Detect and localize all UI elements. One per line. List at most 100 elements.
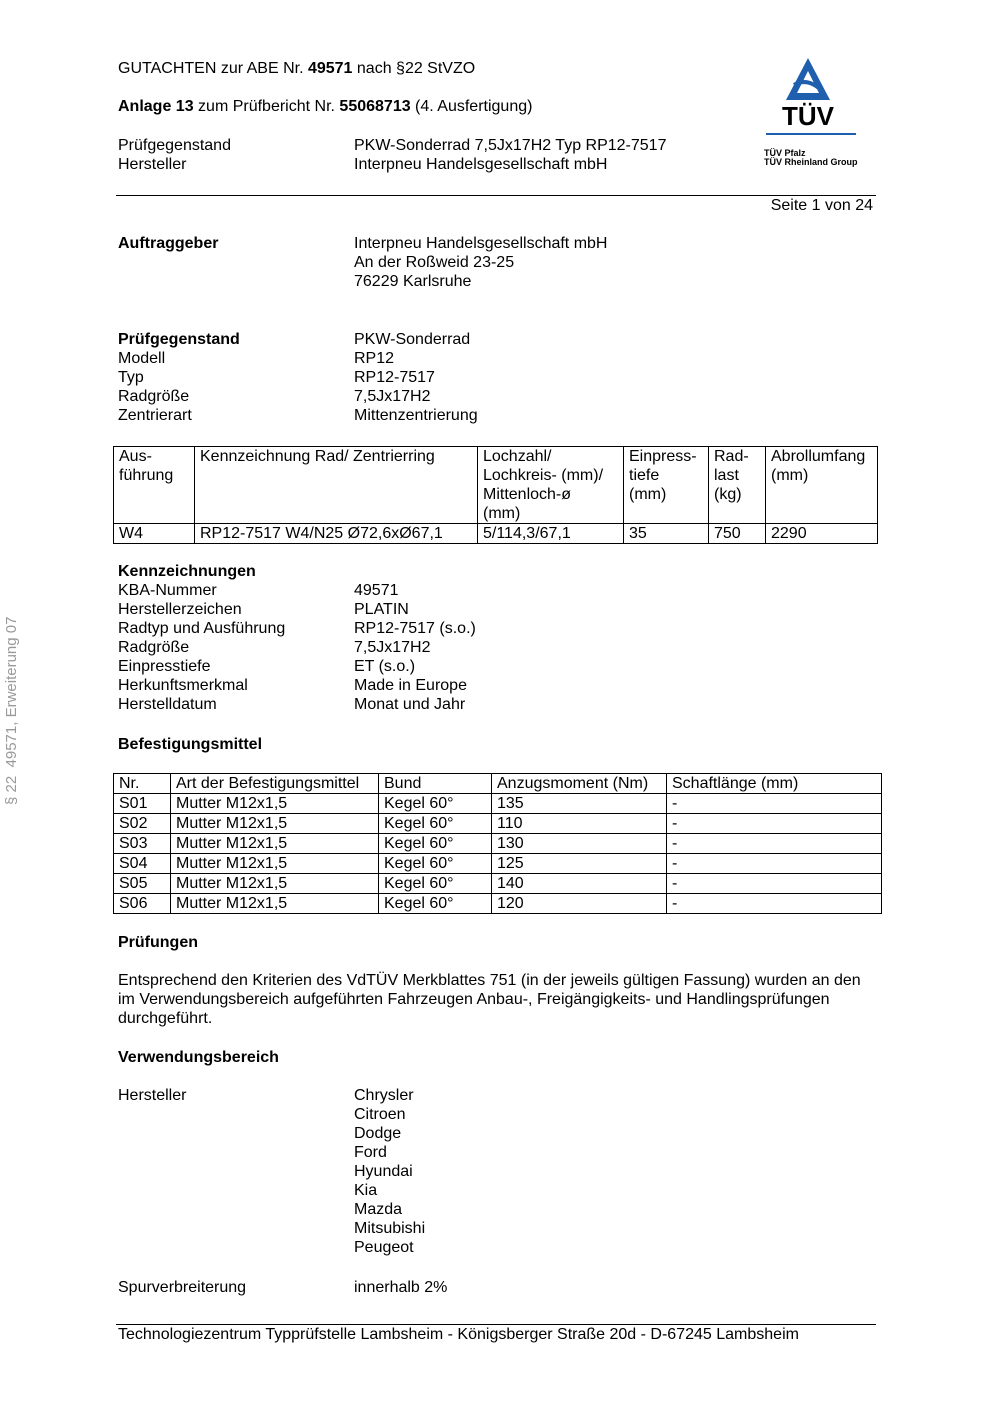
table-cell: S02 — [113, 813, 171, 834]
table-cell: 750 — [708, 523, 766, 544]
column-header: Abrollumfang (mm) — [765, 446, 878, 524]
report-subtitle: Anlage 13 zum Prüfbericht Nr. 55068713 (… — [118, 97, 532, 116]
column-header: Bund — [378, 773, 492, 794]
pruefungen-text: Entsprechend den Kriterien des VdTÜV Mer… — [118, 972, 861, 1027]
manufacturer-list: Chrysler Citroen Dodge Ford Hyundai Kia Mazda M… — [354, 1086, 425, 1257]
list-item: KBA-Nummer 49571 — [118, 581, 476, 600]
list-item: Einpresstiefe ET (s.o.) — [118, 657, 476, 676]
section-heading: Prüfungen — [118, 934, 198, 951]
table-cell: 130 — [491, 833, 667, 854]
manufacturer-item: Kia — [354, 1182, 378, 1199]
column-header: Rad- last (kg) — [708, 446, 766, 524]
section-heading: Verwendungsbereich — [118, 1049, 279, 1066]
table-cell: Mutter M12x1,5 — [170, 793, 379, 814]
column-header: Einpress- tiefe (mm) — [623, 446, 709, 524]
logo-rule — [766, 133, 856, 135]
table-cell: 140 — [491, 873, 667, 894]
subtitle-text: zum Prüfbericht Nr. — [193, 98, 340, 115]
table-cell: Kegel 60° — [378, 833, 492, 854]
column-header: Anzugsmoment (Nm) — [491, 773, 667, 794]
fastener-table: Nr. Art der Befestigungsmittel Bund Anzu… — [113, 773, 882, 914]
anlage-label: Anlage 13 — [118, 98, 194, 115]
field-label: Radtyp und Ausführung — [118, 620, 286, 637]
manufacturer-item: Peugeot — [354, 1239, 414, 1256]
table-row: S01 Mutter M12x1,5 Kegel 60° 135- — [113, 793, 882, 814]
manufacturer-item: Chrysler — [354, 1087, 414, 1104]
field-label: Typ — [118, 369, 144, 386]
side-note: § 22 49571, Erweiterung 07 — [3, 616, 20, 805]
auftraggeber-section: Auftraggeber Interpneu Handelsgesellschaf… — [118, 234, 607, 291]
field-label: KBA-Nummer — [118, 582, 217, 599]
table-cell: Mutter M12x1,5 — [170, 893, 379, 914]
field-label: Herkunftsmerkmal — [118, 677, 248, 694]
table-row: S04 Mutter M12x1,5 Kegel 60° 125- — [113, 853, 882, 874]
field-value: 7,5Jx17H2 — [354, 388, 431, 405]
manufacturer-item: Hyundai — [354, 1163, 413, 1180]
table-cell: Kegel 60° — [378, 873, 492, 894]
table-cell: Mutter M12x1,5 — [170, 853, 379, 874]
field-value: RP12 — [354, 350, 395, 367]
table-cell: RP12-7517 W4/N25 Ø72,6xØ67,1 — [194, 523, 478, 544]
subtitle-text: (4. Ausfertigung) — [410, 98, 533, 115]
list-item: Herstelldatum Monat und Jahr — [118, 695, 476, 714]
title-text: nach §22 StVZO — [352, 60, 476, 77]
field-label: Modell — [118, 350, 166, 367]
column-header: Art der Befestigungsmittel — [170, 773, 379, 794]
field-label: Spurverbreiterung — [118, 1279, 247, 1296]
table-cell: 120 — [491, 893, 667, 914]
table-cell: 125 — [491, 853, 667, 874]
section-label: Auftraggeber — [118, 235, 219, 252]
client-line: Interpneu Handelsgesellschaft mbH — [354, 235, 608, 252]
table-cell: Kegel 60° — [378, 853, 492, 874]
column-header: Schaftlänge (mm) — [666, 773, 882, 794]
table-cell: - — [666, 853, 882, 874]
field-label: Einpresstiefe — [118, 658, 211, 675]
table-cell: W4 — [113, 523, 195, 544]
column-header: Nr. — [113, 773, 171, 794]
field-value: PKW-Sonderrad — [354, 331, 471, 348]
abe-number: 49571 — [307, 60, 353, 77]
field-label: Prüfgegenstand — [118, 331, 240, 348]
field-label: Radgröße — [118, 639, 190, 656]
column-header: Lochzahl/ Lochkreis- (mm)/ Mittenloch-ø … — [477, 446, 624, 524]
field-value: RP12-7517 — [354, 369, 435, 386]
section-heading: Befestigungsmittel — [118, 736, 263, 753]
table-cell: - — [666, 793, 882, 814]
table-header-row: Aus- führung Kennzeichnung Rad/ Zentrier… — [113, 446, 878, 524]
footer-address: Technologiezentrum Typprüfstelle Lambshe… — [118, 1326, 799, 1343]
column-header: Kennzeichnung Rad/ Zentrierring — [194, 446, 478, 524]
field-label: Hersteller — [118, 1087, 187, 1104]
tuv-triangle-icon: TÜV — [782, 58, 835, 131]
field-value: PLATIN — [354, 601, 409, 618]
field-value: PKW-Sonderrad 7,5Jx17H2 Typ RP12-7517 — [354, 137, 667, 154]
pruefgegenstand-section: Prüfgegenstand PKW-Sonderrad Modell RP12 T… — [118, 330, 478, 425]
field-value: ET (s.o.) — [354, 658, 416, 675]
section-heading: Kennzeichnungen — [118, 563, 256, 580]
table-row: W4 RP12-7517 W4/N25 Ø72,6xØ67,1 5/114,3/… — [113, 523, 878, 544]
field-label: Hersteller — [118, 156, 187, 173]
client-line: 76229 Karlsruhe — [354, 273, 472, 290]
report-number: 55068713 — [339, 98, 411, 115]
kennzeichnungen-list: KBA-Nummer 49571 Herstellerzeichen PLATIN Ra… — [118, 581, 476, 714]
table-cell: Kegel 60° — [378, 813, 492, 834]
field-value: RP12-7517 (s.o.) — [354, 620, 476, 637]
table-cell: S06 — [113, 893, 171, 914]
table-row: S06 Mutter M12x1,5 Kegel 60° 120- — [113, 893, 882, 914]
field-value: innerhalb 2% — [354, 1279, 448, 1296]
table-cell: Mutter M12x1,5 — [170, 813, 379, 834]
title-text: GUTACHTEN zur ABE Nr. — [118, 60, 308, 77]
manufacturer-item: Citroen — [354, 1106, 406, 1123]
table-cell: - — [666, 833, 882, 854]
wheel-table: Aus- führung Kennzeichnung Rad/ Zentrier… — [113, 446, 878, 544]
header-divider — [116, 195, 876, 196]
field-value: 7,5Jx17H2 — [354, 639, 431, 656]
manufacturer-item: Mitsubishi — [354, 1220, 426, 1237]
list-item: Herkunftsmerkmal Made in Europe — [118, 676, 476, 695]
tuv-mark: TÜV — [782, 101, 835, 130]
table-row: S02 Mutter M12x1,5 Kegel 60° 110- — [113, 813, 882, 834]
manufacturer-item: Ford — [354, 1144, 387, 1161]
client-line: An der Roßweid 23-25 — [354, 254, 515, 271]
list-item: Radgröße 7,5Jx17H2 — [118, 638, 476, 657]
logo-text: TÜV Pfalz — [764, 148, 806, 158]
